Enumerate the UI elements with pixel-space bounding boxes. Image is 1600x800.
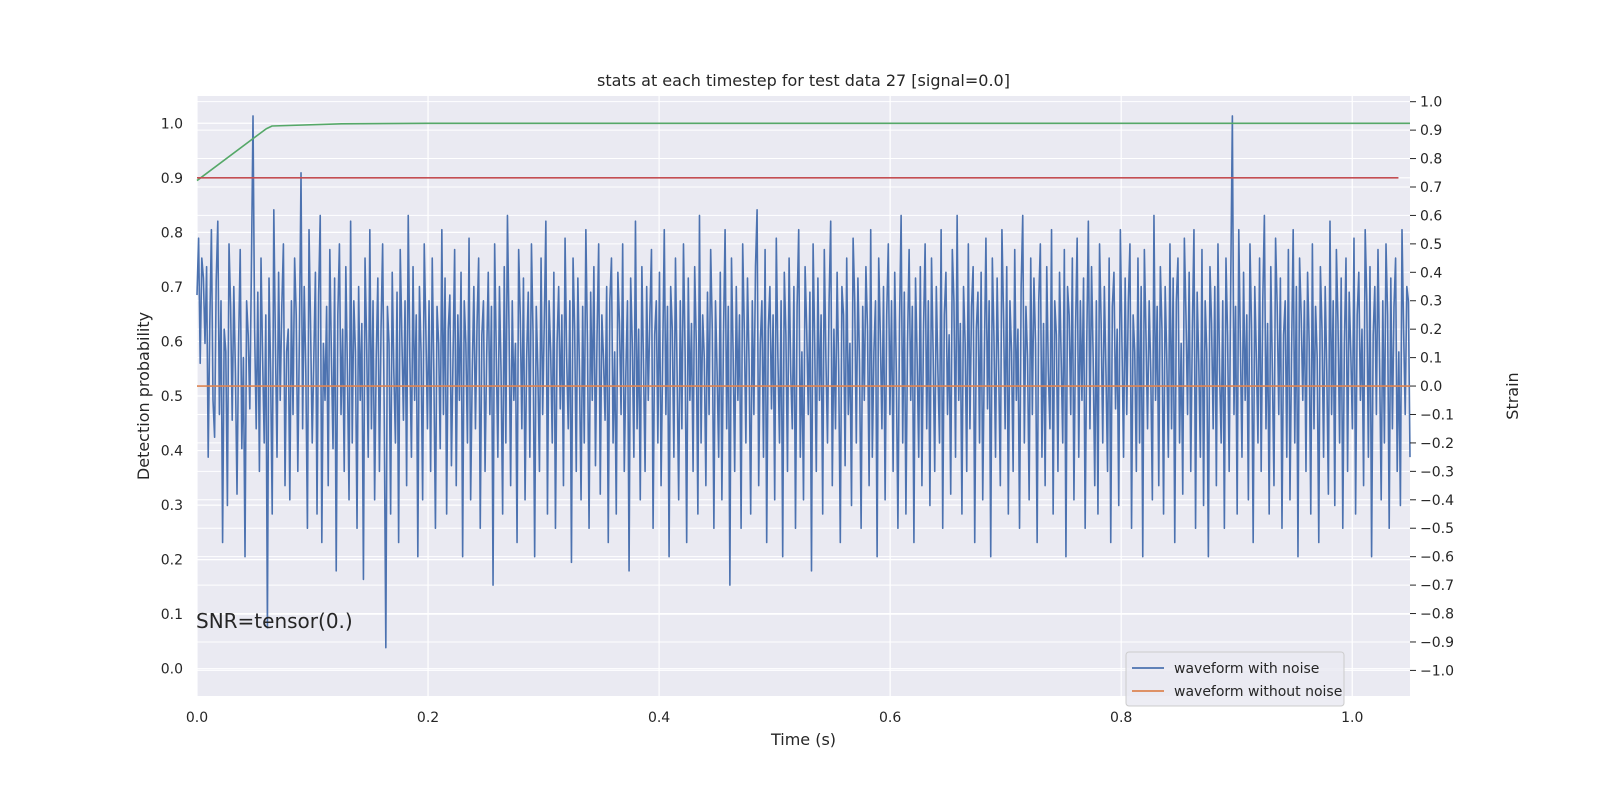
x-tick-label: 0.8 [1110, 710, 1132, 726]
x-axis-ticks: 0.0 0.2 0.4 0.6 0.8 1.0 [186, 710, 1364, 726]
y2-tick-label: 0.7 [1420, 180, 1442, 196]
y-tick-label: 0.7 [161, 280, 183, 296]
y2-tick-label: 0.3 [1420, 294, 1442, 310]
y2-tick-label: −0.1 [1420, 407, 1454, 423]
y-tick-label: 0.5 [161, 389, 183, 405]
y2-tick-label: 0.6 [1420, 208, 1442, 224]
y2-tick-label: 0.1 [1420, 351, 1442, 367]
y-tick-label: 0.2 [161, 553, 183, 569]
y2-tick-label: 1.0 [1420, 95, 1442, 111]
y2-tick-label: 0.8 [1420, 152, 1442, 168]
chart-title: stats at each timestep for test data 27 … [597, 71, 1010, 90]
y2-tick-label: 0.2 [1420, 322, 1442, 338]
y-tick-label: 0.6 [161, 334, 183, 350]
legend: waveform with noise waveform without nois… [1125, 651, 1345, 707]
y-tick-label: 0.9 [161, 171, 183, 187]
y2-tick-label: −0.5 [1420, 521, 1454, 537]
y2-axis-label: Strain [1503, 372, 1522, 419]
y-axis-ticks: 0.0 0.1 0.2 0.3 0.4 0.5 0.6 0.7 0.8 0.9 1.0 [161, 116, 183, 677]
y2-tick-label: 0.9 [1420, 123, 1442, 139]
x-tick-label: 0.0 [186, 710, 208, 726]
y2-tick-label: 0.5 [1420, 237, 1442, 253]
y2-tick-label: −0.2 [1420, 436, 1454, 452]
y-tick-label: 0.4 [161, 444, 183, 460]
x-tick-label: 0.2 [417, 710, 439, 726]
legend-box [1125, 651, 1345, 707]
x-tick-label: 0.4 [648, 710, 670, 726]
y-tick-label: 0.3 [161, 498, 183, 514]
y2-tick-label: −0.9 [1420, 635, 1454, 651]
y2-tick-label: −0.6 [1420, 550, 1454, 566]
y2-tick-label: −1.0 [1420, 663, 1454, 679]
y2-tick-label: −0.4 [1420, 493, 1454, 509]
y2-tick-label: 0.0 [1420, 379, 1442, 395]
y2-tick-label: −0.8 [1420, 607, 1454, 623]
y2-tick-label: 0.4 [1420, 265, 1442, 281]
y-tick-label: 0.1 [161, 607, 183, 623]
y-axis-label: Detection probability [134, 312, 153, 480]
x-axis-label: Time (s) [770, 730, 836, 749]
snr-annotation: SNR=tensor(0.) [196, 609, 353, 633]
y-tick-label: 0.8 [161, 225, 183, 241]
x-tick-label: 1.0 [1341, 710, 1363, 726]
y-tick-label: 1.0 [161, 116, 183, 132]
series-2 [196, 122, 1410, 182]
y-tick-label: 0.0 [161, 662, 183, 678]
legend-entry: waveform with noise [1174, 661, 1319, 677]
y2-tick-label: −0.3 [1420, 464, 1454, 480]
series-waveform-with-noise [196, 115, 1411, 649]
x-tick-label: 0.6 [879, 710, 901, 726]
legend-entry: waveform without noise [1174, 684, 1342, 700]
y2-axis-ticks: −1.0 −0.9 −0.8 −0.7 −0.6 −0.5 −0.4 −0.3 −0.2 −0.1… [1410, 95, 1454, 679]
y2-tick-label: −0.7 [1420, 578, 1454, 594]
series-layer [196, 115, 1411, 649]
